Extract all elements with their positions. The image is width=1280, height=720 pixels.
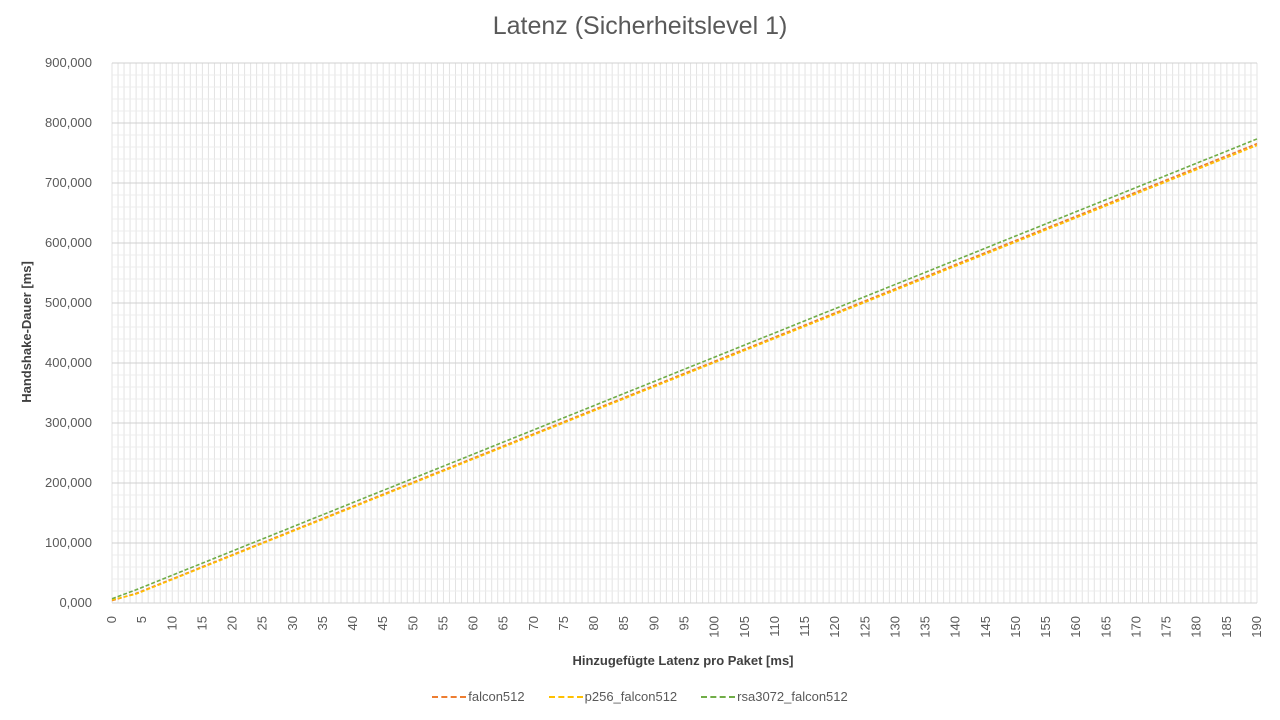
y-tick-label: 600,000 <box>45 235 92 250</box>
x-tick-label: 120 <box>827 616 842 638</box>
x-tick-label: 150 <box>1008 616 1023 638</box>
legend: falcon512 p256_falcon512 rsa3072_falcon512 <box>0 689 1280 704</box>
x-tick-label: 5 <box>134 616 149 623</box>
x-tick-label: 175 <box>1159 616 1174 638</box>
x-tick-label: 115 <box>797 616 812 637</box>
x-tick-label: 190 <box>1249 616 1264 638</box>
x-tick-label: 50 <box>405 616 420 630</box>
series-lines <box>111 138 1258 602</box>
y-tick-label: 800,000 <box>45 115 92 130</box>
legend-item-rsa3072_falcon512: rsa3072_falcon512 <box>701 689 848 704</box>
x-tick-label: 165 <box>1098 616 1113 638</box>
x-tick-label: 0 <box>104 616 119 623</box>
x-tick-label: 45 <box>375 616 390 630</box>
y-tick-label: 0,000 <box>59 595 92 610</box>
x-tick-label: 155 <box>1038 616 1053 638</box>
y-tick-label: 200,000 <box>45 475 92 490</box>
y-tick-label: 500,000 <box>45 295 92 310</box>
x-tick-label: 40 <box>345 616 360 630</box>
x-tick-label: 80 <box>586 616 601 630</box>
legend-item-falcon512: falcon512 <box>432 689 525 704</box>
x-tick-label: 10 <box>164 616 179 630</box>
y-tick-label: 700,000 <box>45 175 92 190</box>
chart-title: Latenz (Sicherheitslevel 1) <box>492 12 788 40</box>
x-tick-label: 160 <box>1068 616 1083 638</box>
x-tick-label: 100 <box>707 616 722 638</box>
x-tick-label: 130 <box>887 616 902 638</box>
x-tick-label: 180 <box>1189 616 1204 638</box>
y-axis-ticks: 0,000 100,000 200,000 300,000 400,000 500,000… <box>45 55 92 610</box>
legend-swatch <box>432 695 467 698</box>
x-tick-label: 65 <box>496 616 511 630</box>
x-tick-label: 55 <box>435 616 450 630</box>
x-tick-label: 25 <box>255 616 270 630</box>
legend-swatch <box>548 695 583 698</box>
x-tick-label: 75 <box>556 616 571 630</box>
x-tick-label: 135 <box>918 616 933 638</box>
series-line-p256_falcon512 <box>111 144 1258 601</box>
x-tick-label: 140 <box>948 616 963 638</box>
grid <box>111 62 1258 604</box>
series-line-rsa3072_falcon512 <box>111 138 1258 600</box>
legend-label: p256_falcon512 <box>584 689 678 704</box>
x-tick-label: 145 <box>978 616 993 638</box>
x-tick-label: 60 <box>466 616 481 630</box>
x-tick-label: 20 <box>225 616 240 630</box>
x-tick-label: 15 <box>194 616 209 630</box>
x-tick-label: 170 <box>1128 616 1143 638</box>
x-tick-label: 35 <box>315 616 330 630</box>
y-tick-label: 400,000 <box>45 355 92 370</box>
legend-swatch <box>701 695 736 698</box>
x-tick-label: 185 <box>1219 616 1234 638</box>
y-tick-label: 900,000 <box>45 55 92 70</box>
x-tick-label: 125 <box>857 616 872 638</box>
x-tick-label: 110 <box>767 616 782 637</box>
x-tick-label: 90 <box>646 616 661 630</box>
y-tick-label: 100,000 <box>45 535 92 550</box>
legend-item-p256_falcon512: p256_falcon512 <box>548 689 678 704</box>
x-axis-label: Hinzugefügte Latenz pro Paket [ms] <box>572 653 793 668</box>
x-tick-label: 105 <box>737 616 752 638</box>
legend-label: falcon512 <box>468 689 525 704</box>
x-axis-ticks: 0 5 10 15 20 25 30 35 40 45 50 55 60 65 70 75 80 85 90 95 10… <box>104 616 1264 638</box>
x-tick-label: 70 <box>526 616 541 630</box>
y-tick-label: 300,000 <box>45 415 92 430</box>
legend-label: rsa3072_falcon512 <box>737 689 848 704</box>
x-tick-label: 30 <box>285 616 300 630</box>
x-tick-label: 85 <box>616 616 631 630</box>
y-axis-label: Handshake-Dauer [ms] <box>19 261 34 403</box>
x-tick-label: 95 <box>677 616 692 630</box>
